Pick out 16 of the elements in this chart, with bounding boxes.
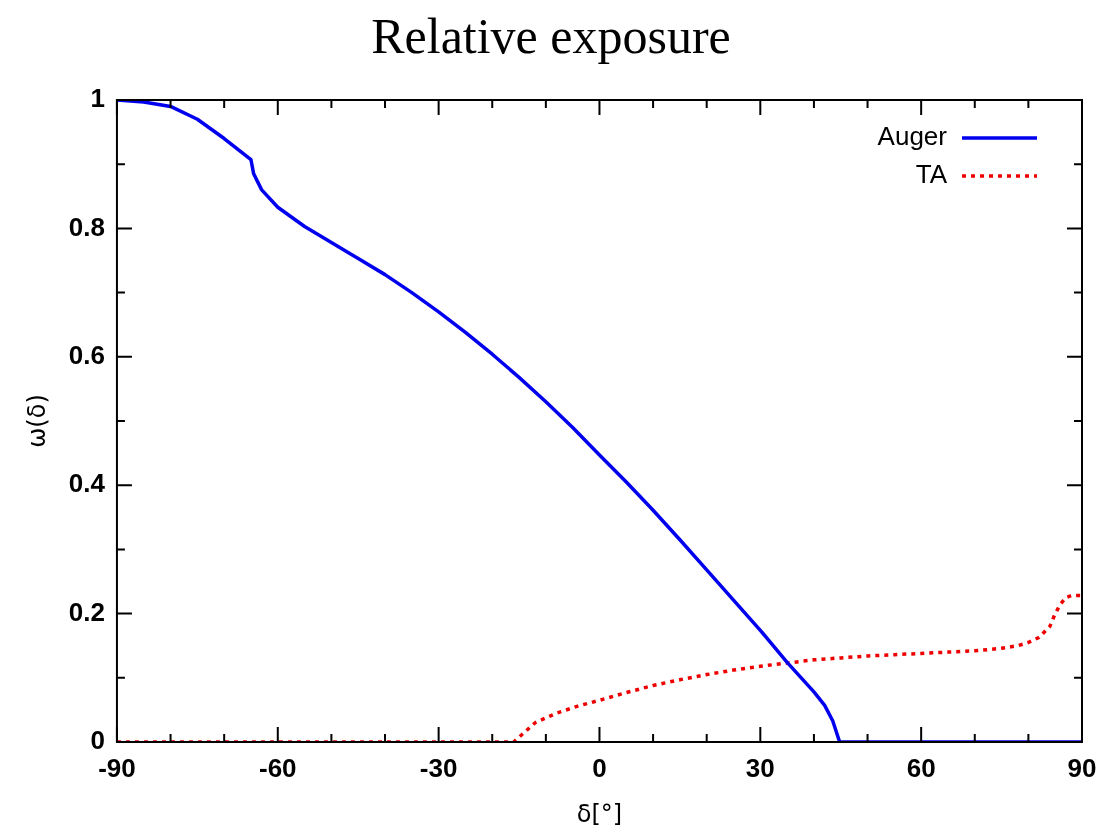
y-axis-title: ω(δ): [22, 394, 51, 448]
x-tick-label: 90: [1067, 752, 1097, 783]
y-tick-label: 0.4: [68, 468, 106, 499]
y-tick-label: 0.6: [68, 339, 105, 370]
x-tick-label: 30: [745, 752, 775, 783]
legend-label: Auger: [877, 121, 948, 152]
x-tick-label: 60: [906, 752, 936, 783]
y-tick-label: 1: [90, 83, 105, 114]
legend-label: TA: [915, 159, 948, 190]
x-tick-label: -30: [419, 752, 458, 783]
y-tick-label: 0.8: [68, 211, 105, 242]
x-axis-title: δ[°]: [576, 799, 623, 828]
x-tick-label: 0: [592, 752, 607, 783]
x-tick-label: -60: [259, 752, 297, 783]
chart-title: Relative exposure: [371, 8, 731, 65]
y-tick-label: 0.2: [68, 596, 105, 627]
